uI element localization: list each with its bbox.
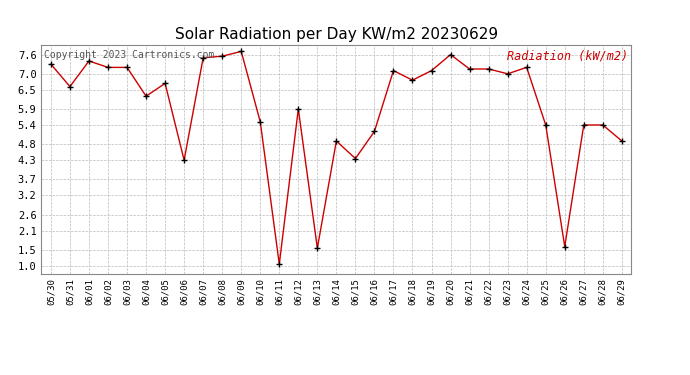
Text: Radiation (kW/m2): Radiation (kW/m2) xyxy=(507,50,629,63)
Title: Solar Radiation per Day KW/m2 20230629: Solar Radiation per Day KW/m2 20230629 xyxy=(175,27,498,42)
Text: Copyright 2023 Cartronics.com: Copyright 2023 Cartronics.com xyxy=(44,50,215,60)
